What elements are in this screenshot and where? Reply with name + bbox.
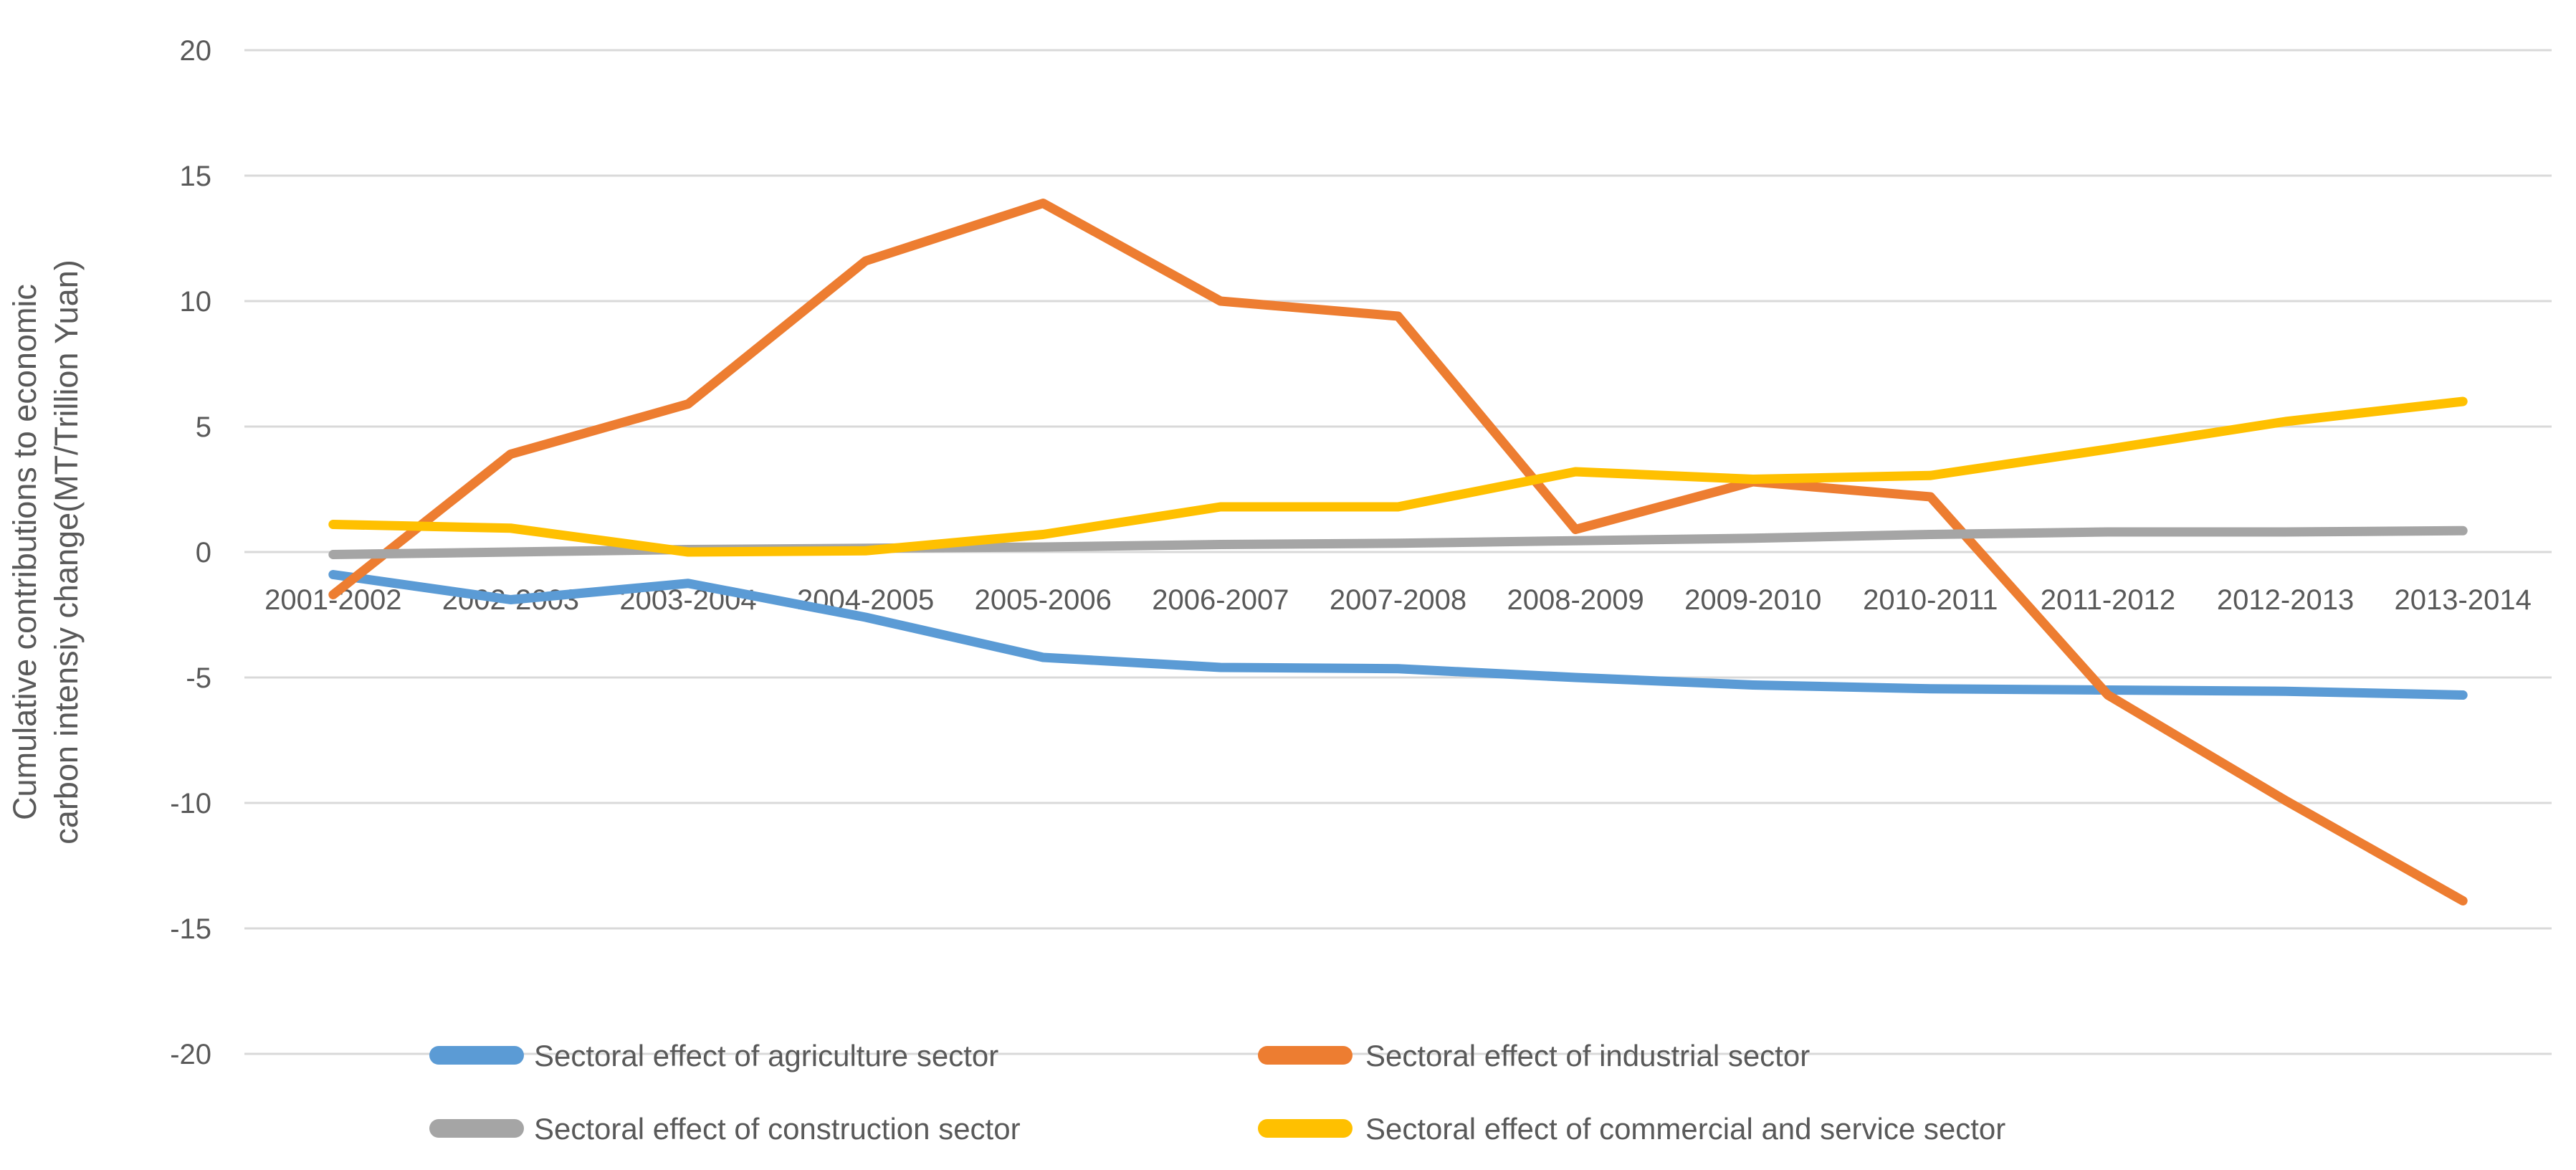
x-category-label: 2007-2008 xyxy=(1330,584,1466,616)
legend-item-commercial: Sectoral effect of commercial and servic… xyxy=(1258,1112,2005,1146)
legend-swatch-construction xyxy=(429,1119,524,1138)
x-category-label: 2008-2009 xyxy=(1507,584,1644,616)
legend-label-commercial: Sectoral effect of commercial and servic… xyxy=(1365,1112,2005,1146)
series-line-sectoral-effect-of-industrial-sector xyxy=(328,199,2468,905)
y-axis-title-line1: Cumulative contributions to economic xyxy=(6,284,43,820)
legend-swatch-agriculture xyxy=(429,1046,524,1065)
y-tick-label: -15 xyxy=(170,913,211,945)
y-tick-label: -5 xyxy=(186,662,211,694)
y-tick-label: 10 xyxy=(180,286,212,318)
y-tick-label: 0 xyxy=(196,537,211,569)
legend-label-construction: Sectoral effect of construction sector xyxy=(534,1112,1021,1146)
x-category-label: 2011-2012 xyxy=(2041,584,2175,616)
y-tick-label: 20 xyxy=(180,35,212,67)
legend: Sectoral effect of agriculture sector Se… xyxy=(429,1039,2005,1146)
legend-swatch-commercial xyxy=(1258,1119,1353,1138)
y-axis-title-line2: carbon intensiy change(MT/Trillion Yuan) xyxy=(48,260,85,844)
x-category-label: 2010-2011 xyxy=(1863,584,1998,616)
legend-item-agriculture: Sectoral effect of agriculture sector xyxy=(429,1039,998,1072)
y-tick-label: -10 xyxy=(170,788,211,819)
x-category-label: 2005-2006 xyxy=(975,584,1112,616)
x-category-label: 2013-2014 xyxy=(2395,584,2532,616)
x-category-label: 2012-2013 xyxy=(2217,584,2354,616)
legend-item-construction: Sectoral effect of construction sector xyxy=(429,1112,1021,1146)
y-tick-label: -20 xyxy=(170,1039,211,1070)
legend-item-industrial: Sectoral effect of industrial sector xyxy=(1258,1039,1810,1072)
legend-label-agriculture: Sectoral effect of agriculture sector xyxy=(534,1039,998,1072)
x-category-label: 2006-2007 xyxy=(1152,584,1289,616)
legend-label-industrial: Sectoral effect of industrial sector xyxy=(1365,1039,1810,1072)
y-axis-title: Cumulative contributions to economic car… xyxy=(6,260,85,844)
series-line-sectoral-effect-of-commercial-and-service-sector xyxy=(328,396,2468,557)
y-tick-label: 5 xyxy=(196,412,211,443)
legend-swatch-industrial xyxy=(1258,1046,1353,1065)
x-category-label: 2009-2010 xyxy=(1684,584,1821,616)
y-tick-label: 15 xyxy=(180,161,212,192)
